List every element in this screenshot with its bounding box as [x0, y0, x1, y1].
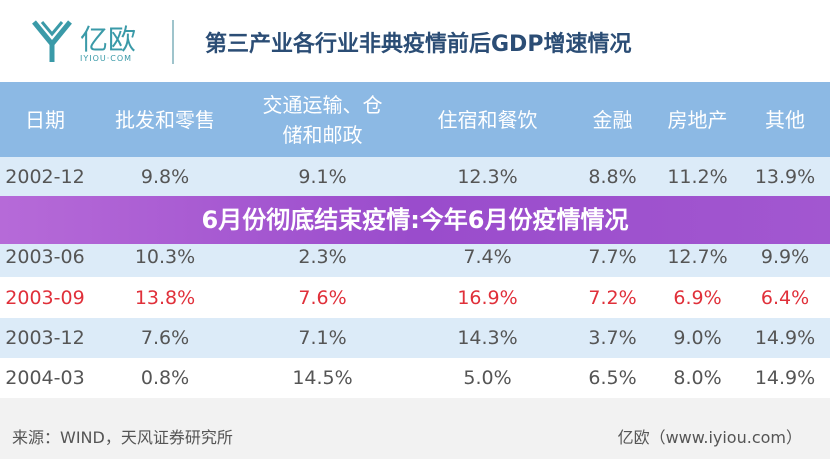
cell: 2003-12 [5, 326, 85, 349]
cell: 8.8% [588, 166, 637, 188]
cell: 13.8% [134, 286, 196, 309]
logo [32, 20, 72, 62]
cell: 5.0% [463, 367, 512, 389]
cell: 7.7% [588, 246, 637, 269]
cell: 12.3% [457, 166, 518, 188]
column-header: 批发和零售 [115, 107, 215, 132]
cell: 2.3% [298, 246, 347, 269]
cell: 16.9% [457, 286, 518, 309]
source: 来源：WIND，天风证券研究所 [12, 428, 233, 447]
column-header: 其他 [765, 107, 805, 132]
cell: 7.6% [140, 326, 190, 349]
table-row: 2003-06 10.3% 2.3% 7.4% 7.7% 12.7% 9.9% [0, 237, 830, 278]
cell: 7.4% [463, 246, 512, 269]
cell: 2002-12 [5, 166, 85, 188]
cell: 9.1% [298, 166, 347, 188]
cell: 3.7% [588, 326, 637, 349]
cell: 14.5% [292, 367, 353, 389]
cell: 7.1% [298, 326, 347, 349]
cell: 6.4% [760, 286, 810, 309]
footer [0, 398, 830, 459]
cell: 11.2% [667, 166, 728, 188]
column-header: 房地产 [667, 107, 728, 132]
column-header: 住宿和餐饮 [437, 107, 538, 132]
table-body: 2002-12 9.8% 9.1% 12.3% 8.8% 11.2% 13.9% 2003-0… [0, 157, 830, 398]
cell: 7.2% [588, 286, 637, 309]
column-header: 金融 [592, 107, 633, 132]
column-header: 日期 [25, 107, 65, 132]
cell: 14.3% [457, 326, 518, 349]
header: 亿欧 IYIOU·COM 第三产业各行业非典疫情前后GDP增速情况 [0, 0, 830, 82]
cell: 14.9% [754, 326, 816, 349]
cell: 13.9% [754, 166, 816, 188]
table-row: 2003-09 13.8% 7.6% 16.9% 7.2% 6.9% 6.4% [0, 277, 830, 318]
cell: 7.6% [298, 286, 347, 309]
cell: 0.8% [140, 367, 190, 389]
brand-sub: IYIOU·COM [80, 54, 133, 63]
site: 亿欧（www.iyiou.com） [617, 428, 802, 447]
table-row: 2002-12 9.8% 9.1% 12.3% 8.8% 11.2% 13.9% [0, 157, 830, 197]
cell: 14.9% [754, 367, 816, 389]
cell: 8.0% [673, 367, 722, 389]
column-header: 交通运输、仓储和邮政 [262, 92, 383, 147]
separator [172, 20, 174, 64]
title: 第三产业各行业非典疫情前后GDP增速情况 [205, 32, 632, 57]
cell: 10.3% [134, 246, 196, 269]
table-row: 2004-03 0.8% 14.5% 5.0% 6.5% 8.0% 14.9% [0, 358, 830, 398]
cell: 9.8% [140, 166, 190, 188]
cell: 6.9% [673, 286, 722, 309]
banner: 6月份彻底结束疫情:今年6月份疫情情况 [0, 196, 830, 244]
table-header: 日期 批发和零售 交通运输、仓储和邮政 住宿和餐饮 金融 房地产 其他 [0, 82, 830, 157]
cell: 12.7% [667, 246, 728, 269]
cell: 6.5% [588, 367, 637, 389]
cell: 2003-06 [5, 246, 85, 269]
table-row: 2003-12 7.6% 7.1% 14.3% 3.7% 9.0% 14.9% [0, 317, 830, 358]
cell: 2003-09 [5, 286, 85, 309]
brand: 亿欧 [80, 23, 137, 56]
cell: 9.0% [673, 326, 722, 349]
cell: 2004-03 [5, 367, 85, 389]
cell: 9.9% [760, 246, 810, 269]
